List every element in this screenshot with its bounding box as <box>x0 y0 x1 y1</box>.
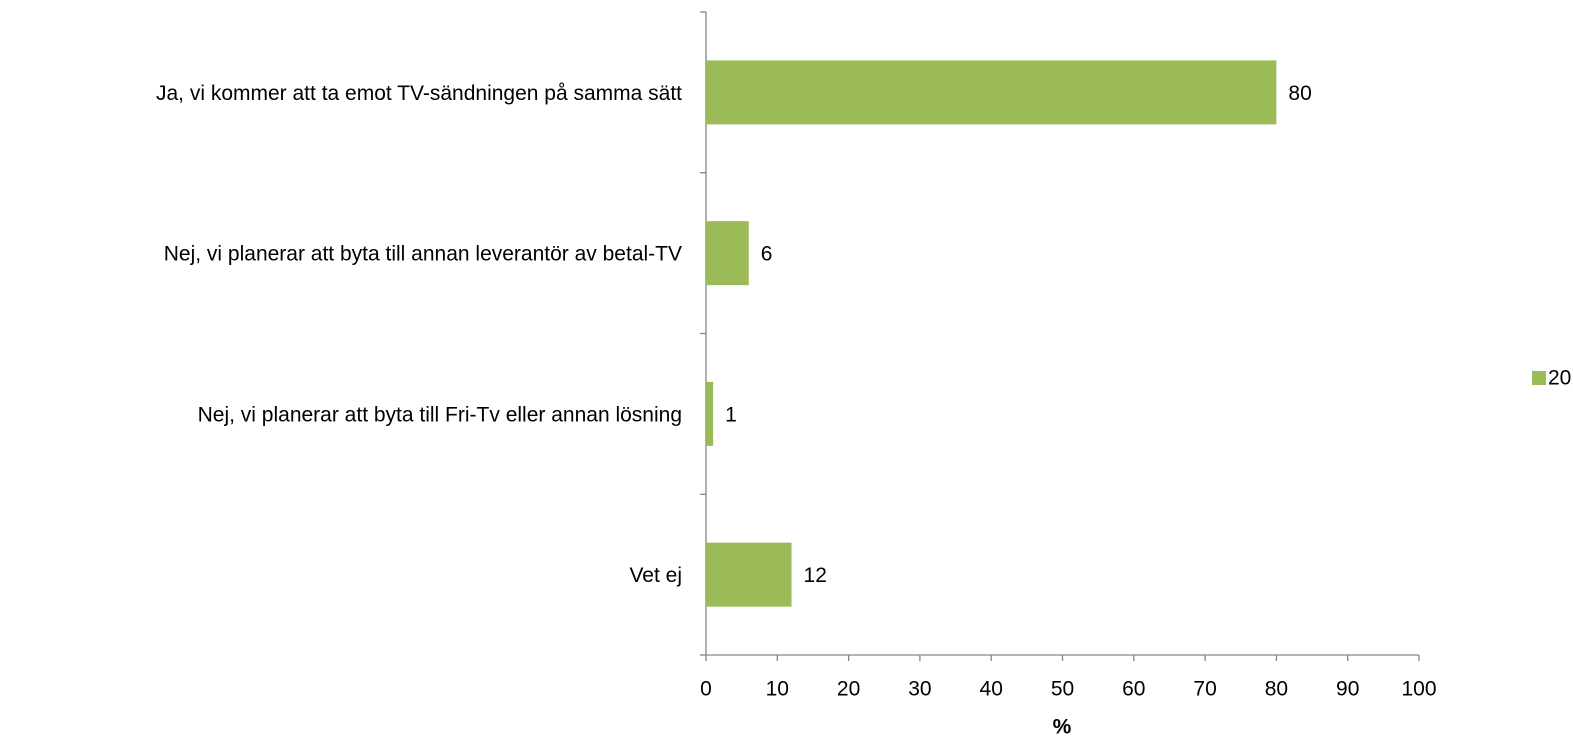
bar <box>706 60 1277 125</box>
x-tick-label: 40 <box>980 678 1003 701</box>
data-label: 1 <box>725 403 737 426</box>
legend-swatch <box>1532 371 1546 385</box>
y-tick-label: Vet ej <box>629 564 682 587</box>
x-tick-label: 80 <box>1265 678 1288 701</box>
x-tick-label: 10 <box>766 678 789 701</box>
y-tick-label: Ja, vi kommer att ta emot TV-sändningen … <box>156 82 682 105</box>
data-label: 6 <box>761 243 773 266</box>
y-tick-label: Nej, vi planerar att byta till Fri-Tv el… <box>198 403 682 426</box>
x-tick-label: 20 <box>837 678 860 701</box>
x-tick-label: 70 <box>1193 678 1216 701</box>
legend-label: 2015 <box>1548 367 1573 390</box>
bar <box>706 381 714 446</box>
y-tick-label: Nej, vi planerar att byta till annan lev… <box>164 243 682 266</box>
bar <box>706 542 792 607</box>
x-tick-label: 30 <box>908 678 931 701</box>
x-tick-label: 50 <box>1051 678 1074 701</box>
x-tick-label: 60 <box>1122 678 1145 701</box>
x-tick-label: 0 <box>700 678 712 701</box>
x-tick-label: 90 <box>1336 678 1359 701</box>
x-tick-label: 100 <box>1401 678 1436 701</box>
x-axis-title: % <box>1053 716 1072 739</box>
data-label: 80 <box>1288 82 1311 105</box>
bar <box>706 221 749 286</box>
data-label: 12 <box>804 564 827 587</box>
